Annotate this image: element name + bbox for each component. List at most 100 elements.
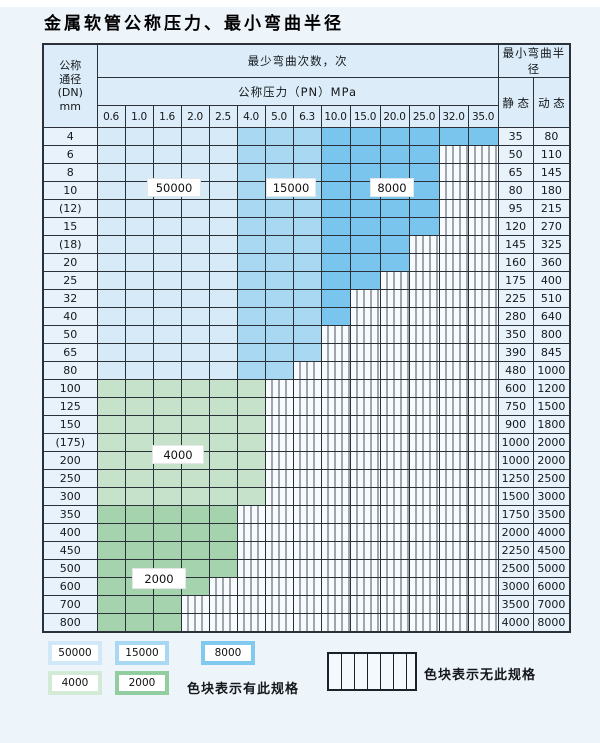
spec-cell-4000 [208,487,238,506]
spec-cell-50000 [124,199,154,218]
dn-cell: 200 [42,451,98,470]
top-strip [0,0,600,7]
spec-cell-8000 [349,145,381,164]
spec-cell-4000 [236,379,266,398]
spec-cell-4000 [96,415,126,434]
no-spec-cell [292,541,322,560]
spec-cell-2000 [96,559,126,578]
no-spec-cell [236,505,266,524]
no-spec-cell [292,397,322,416]
no-spec-cell [264,541,294,560]
no-spec-cell [467,145,499,164]
spec-cell-50000 [96,235,126,254]
spec-cell-50000 [208,289,238,308]
no-spec-cell [438,181,469,200]
dynamic-value-cell: 4000 [532,523,571,542]
spec-cell-50000 [208,307,238,326]
no-spec-cell [320,505,351,524]
table-row: 20 160 360 [42,253,571,272]
pressure-values-row: 0.6 1.0 1.6 2.0 2.5 4.0 5.0 6.3 10.0 15.0 20.0 25.0… [43,105,570,128]
no-spec-cell [408,253,440,272]
no-spec-cell [349,523,381,542]
spec-cell-50000 [180,127,210,146]
no-spec-cell [379,559,410,578]
no-spec-cell [349,307,381,326]
dynamic-value-cell: 800 [532,325,571,344]
spec-cell-8000 [320,289,351,308]
no-spec-cell [264,469,294,488]
spec-cell-8000 [408,163,440,182]
legend-hatch-swatch [327,652,417,691]
spec-cell-8000 [349,217,381,236]
no-spec-cell [438,487,469,506]
spec-cell-8000 [320,127,351,146]
dn-cell: 6 [42,145,98,164]
static-value-cell: 350 [497,325,534,344]
spec-cell-50000 [152,217,182,236]
no-spec-cell [408,469,440,488]
spec-cell-15000 [236,343,266,362]
spec-cell-15000 [292,289,322,308]
table-row: 80 480 1000 [42,361,571,380]
spec-cell-8000 [408,127,440,146]
spec-cell-8000 [408,199,440,218]
no-spec-cell [408,379,440,398]
no-spec-cell [292,451,322,470]
spec-cell-50000 [208,253,238,272]
no-spec-cell [349,325,381,344]
dn-header-line: 通径 [59,72,82,86]
spec-cell-15000 [264,217,294,236]
dn-cell: 65 [42,343,98,362]
spec-cell-4000 [236,433,266,452]
table-row: 40 280 640 [42,307,571,326]
no-spec-cell [292,595,322,614]
spec-cell-2000 [208,523,238,542]
no-spec-cell [379,361,410,380]
static-value-cell: 480 [497,361,534,380]
legend-swatch-2000: 2000 [115,671,169,695]
no-spec-cell [438,559,469,578]
spec-cell-2000 [96,541,126,560]
spec-cell-4000 [152,379,182,398]
no-spec-cell [349,415,381,434]
spec-cell-50000 [180,307,210,326]
no-spec-cell [408,289,440,308]
spec-cell-8000 [379,199,410,218]
spec-cell-50000 [124,181,154,200]
spec-cell-15000 [236,127,266,146]
spec-cell-8000 [379,127,410,146]
static-value-cell: 50 [497,145,534,164]
spec-cell-50000 [180,217,210,236]
spec-cell-50000 [152,289,182,308]
spec-cell-50000 [96,253,126,272]
spec-cell-8000 [349,235,381,254]
no-spec-cell [379,397,410,416]
dn-cell: 600 [42,577,98,596]
spec-cell-4000 [124,415,154,434]
no-spec-cell [320,343,351,362]
dn-cell: 800 [42,613,98,632]
spec-cell-2000 [152,595,182,614]
static-value-cell: 1750 [497,505,534,524]
dn-cell: 8 [42,163,98,182]
spec-cell-8000 [408,217,440,236]
no-spec-cell [320,433,351,452]
spec-cell-8000 [438,127,469,146]
spec-cell-15000 [236,235,266,254]
spec-cell-15000 [264,325,294,344]
spec-cell-50000 [180,253,210,272]
no-spec-cell [379,433,410,452]
spec-cell-4000 [208,397,238,416]
dn-cell: 80 [42,361,98,380]
spec-cell-50000 [152,127,182,146]
table-row: 25 175 400 [42,271,571,290]
no-spec-cell [408,433,440,452]
legend-no-spec-text: 色块表示无此规格 [424,668,537,683]
spec-cell-50000 [152,343,182,362]
no-spec-cell [236,577,266,596]
spec-cell-8000 [320,163,351,182]
static-column-header: 静 态 [497,77,534,128]
rating-label-8000: 8000 [370,178,414,197]
spec-cell-2000 [124,523,154,542]
